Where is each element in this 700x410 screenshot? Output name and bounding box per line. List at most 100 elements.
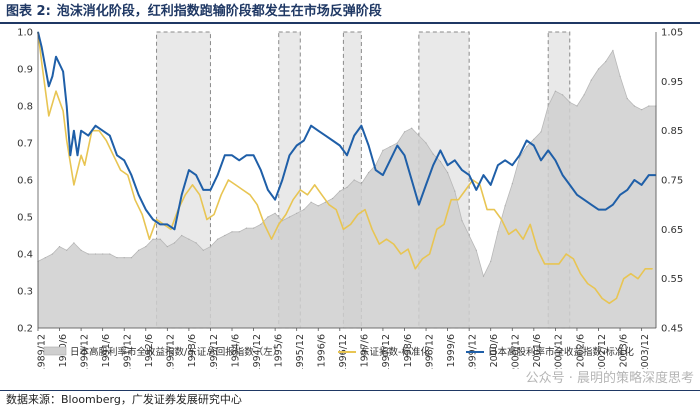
x-tick-label-19: 1999/6 <box>446 334 457 367</box>
topix-line-point-4 <box>62 110 64 112</box>
topix-line-point-44 <box>342 228 344 230</box>
topix-line-point-15 <box>134 199 136 201</box>
topix-line-point-81 <box>608 302 610 304</box>
ratio-point-44 <box>353 179 355 181</box>
high-dividend-line-point-11 <box>87 135 89 137</box>
title-rule <box>0 22 700 24</box>
high-dividend-line-point-28 <box>210 189 211 191</box>
high-dividend-line-point-57 <box>418 204 420 206</box>
high-dividend-line-point-32 <box>238 159 240 161</box>
right-tick-label-3: 0.75 <box>661 176 683 187</box>
ratio-point-46 <box>368 172 370 174</box>
high-dividend-line-point-71 <box>519 154 520 156</box>
high-dividend-line-point-79 <box>576 194 578 196</box>
high-dividend-line-point-7 <box>69 154 71 156</box>
ratio-point-16 <box>152 238 154 240</box>
high-dividend-line-point-81 <box>590 204 592 206</box>
topix-line-point-61 <box>465 189 467 191</box>
ratio-point-60 <box>468 234 470 237</box>
topix-line-point-79 <box>594 288 596 289</box>
high-dividend-line-point-3 <box>51 75 53 77</box>
high-dividend-line-point-12 <box>95 125 96 127</box>
ratio-point-1 <box>44 257 46 259</box>
ratio-point-52 <box>411 127 413 129</box>
topix-line-point-28 <box>227 179 229 181</box>
ratio-point-50 <box>396 142 398 144</box>
ratio-point-51 <box>403 131 406 133</box>
high-dividend-line-point-37 <box>274 199 276 201</box>
topix-line-point-3 <box>55 90 57 92</box>
topix-line-point-35 <box>278 223 280 225</box>
x-tick-label-13: 1996/6 <box>317 334 328 367</box>
high-dividend-line-point-13 <box>102 130 104 132</box>
topix-line-point-67 <box>508 233 510 235</box>
x-tick-label-9: 1994/6 <box>230 334 241 367</box>
chart: 0.2 0.3 0.4 0.5 0.6 0.7 0.8 0.9 1.0 0.45 0.55 0.65 0… <box>17 28 683 370</box>
left-tick-label-4: 0.6 <box>17 176 33 187</box>
topix-line <box>37 31 653 305</box>
x-tick-label-24: 2001/12 <box>554 334 565 369</box>
x-tick-label-23: 2001/6 <box>532 334 543 367</box>
topix-line-point-27 <box>220 194 222 196</box>
ratio-point-30 <box>253 227 255 229</box>
topix-line-point-26 <box>213 214 215 215</box>
ratio-point-6 <box>80 249 82 251</box>
topix-line-point-82 <box>616 297 617 299</box>
high-dividend-line-point-64 <box>468 174 470 176</box>
ratio-point-48 <box>382 149 384 151</box>
x-tick-label-4: 1991/12 <box>123 334 134 369</box>
topix-line-point-46 <box>357 214 359 215</box>
high-dividend-line-point-2 <box>48 85 50 87</box>
ratio-point-58 <box>454 190 456 192</box>
right-tick-label-1: 0.55 <box>661 274 683 285</box>
ratio-point-57 <box>447 172 449 174</box>
x-tick-label-3: 1991/6 <box>101 334 112 367</box>
legend: 日本高股利率市全收益指数/东证总回报指数（左） 东证指数-标准化 日本高股利率市全收… <box>43 346 634 358</box>
x-tick-label-18: 1998/12 <box>424 334 435 369</box>
x-tick-label-25: 2002/6 <box>575 334 586 367</box>
topix-line-point-74 <box>558 263 560 265</box>
topix-line-point-59 <box>450 199 452 201</box>
high-dividend-line-point-34 <box>253 154 255 156</box>
high-dividend-line-point-22 <box>166 223 168 225</box>
ratio-point-12 <box>123 257 125 259</box>
topix-line-point-12 <box>112 154 114 156</box>
x-tick-label-2: 1990/12 <box>79 334 90 369</box>
ratio-point-66 <box>511 183 513 185</box>
high-dividend-line-point-85 <box>619 194 621 196</box>
ratio-point-13 <box>130 257 132 259</box>
topix-line-point-64 <box>486 209 488 211</box>
ratio-point-63 <box>490 260 492 262</box>
ratio-point-54 <box>425 142 427 144</box>
topix-line-point-32 <box>256 204 258 206</box>
high-dividend-line-point-70 <box>511 164 513 166</box>
topix-line-point-49 <box>378 243 380 245</box>
high-dividend-line-point-10 <box>80 130 82 132</box>
topix-line-point-39 <box>307 194 308 196</box>
high-dividend-line-point-43 <box>317 130 319 132</box>
ratio-point-9 <box>102 253 104 255</box>
legend-area-label: 日本高股利率市全收益指数/东证总回报指数（左） <box>70 346 282 358</box>
ratio-point-18 <box>166 246 168 248</box>
ratio-point-39 <box>317 205 319 207</box>
ratio-point-85 <box>648 105 650 107</box>
high-dividend-line-point-5 <box>62 71 64 72</box>
topix-line-point-83 <box>623 278 625 280</box>
topix-line-point-70 <box>529 223 531 225</box>
left-tick-label-5: 0.7 <box>17 139 33 150</box>
topix-line-point-22 <box>184 194 186 196</box>
high-dividend-line-point-54 <box>396 145 398 146</box>
high-dividend-line-point-65 <box>475 189 477 191</box>
ratio-point-26 <box>224 234 226 237</box>
ratio-point-68 <box>526 146 528 148</box>
topix-line-point-84 <box>630 273 632 275</box>
high-dividend-line-point-4 <box>55 56 57 58</box>
x-tick-label-10: 1994/12 <box>252 334 263 369</box>
ratio-point-55 <box>432 153 434 155</box>
high-dividend-line-point-1 <box>41 46 43 48</box>
ratio-point-22 <box>195 242 197 244</box>
high-dividend-line-point-78 <box>569 184 571 186</box>
x-tick-label-27: 2003/6 <box>618 334 629 367</box>
left-tick-label-3: 0.5 <box>17 213 33 224</box>
high-dividend-line-point-60 <box>439 149 441 151</box>
